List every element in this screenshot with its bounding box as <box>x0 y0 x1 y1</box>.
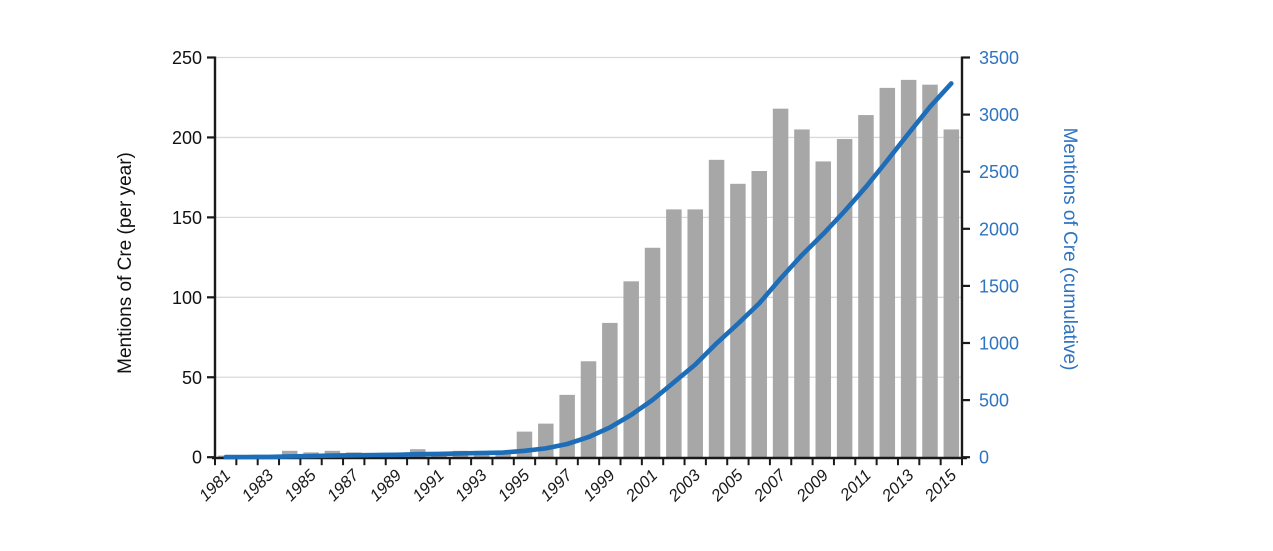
x-axis-tick-label-2013: 2013 <box>878 466 918 506</box>
left-axis-tick-label: 150 <box>172 208 202 228</box>
bar-2011 <box>858 115 874 458</box>
bar-1996 <box>538 423 554 458</box>
x-axis-tick-label-2015: 2015 <box>921 466 961 506</box>
bar-1984 <box>281 450 298 458</box>
x-axis-tick-label-2011: 2011 <box>836 466 875 505</box>
bar-2002 <box>666 209 682 458</box>
bar-2001 <box>644 247 661 458</box>
bar-2012 <box>879 87 896 458</box>
x-axis-tick-label-1987: 1987 <box>324 466 363 505</box>
x-axis-tick-label-1997: 1997 <box>537 466 576 505</box>
right-axis-tick-label: 1000 <box>979 334 1019 354</box>
x-axis-tick-label-1989: 1989 <box>367 466 406 505</box>
right-axis-title: Mentions of Cre (cumulative) <box>1059 128 1080 371</box>
left-axis-tick-label: 100 <box>172 288 202 308</box>
left-axis-tick-label: 50 <box>182 368 202 388</box>
right-axis-tick-label: 500 <box>979 391 1009 411</box>
cumulative-line <box>223 81 954 460</box>
bar-1999 <box>602 322 618 458</box>
axes <box>212 56 967 460</box>
x-axis-tick-label-1995: 1995 <box>495 466 534 505</box>
x-axis-tick-label-1981: 1981 <box>196 466 235 505</box>
bar-2003 <box>687 209 703 458</box>
bar-2013 <box>900 79 917 458</box>
x-axis-tick-label-1985: 1985 <box>281 466 320 505</box>
left-axis-title: Mentions of Cre (per year) <box>115 152 136 374</box>
bar-2004 <box>708 159 725 458</box>
x-axis-tick-label-2009: 2009 <box>793 466 832 505</box>
left-axis-tick-label: 0 <box>192 448 202 468</box>
cumulative-line-path <box>223 81 954 460</box>
right-axis-tick-label: 3000 <box>979 105 1019 125</box>
right-axis-tick-label: 1500 <box>979 276 1019 296</box>
x-axis-tick-label-1999: 1999 <box>580 466 619 505</box>
axis-ticks <box>207 56 970 466</box>
bars-per-year <box>217 79 960 458</box>
x-axis-tick-label-2003: 2003 <box>665 466 705 506</box>
x-axis-tick-label-1991: 1991 <box>409 466 448 505</box>
x-axis-tick-label-2007: 2007 <box>750 466 790 506</box>
x-axis-tick-label-1983: 1983 <box>238 466 277 505</box>
x-axis-tick-label-1993: 1993 <box>452 466 491 505</box>
bar-2008 <box>794 129 810 458</box>
left-axis-tick-label: 200 <box>172 128 202 148</box>
right-axis-tick-label: 2000 <box>979 219 1019 239</box>
x-axis-tick-label-2001: 2001 <box>622 466 661 505</box>
bar-2009 <box>815 161 832 458</box>
right-axis-tick-label: 3500 <box>979 48 1019 68</box>
bar-2007 <box>772 108 789 458</box>
bar-2015 <box>943 129 960 458</box>
bar-2006 <box>751 171 767 458</box>
right-axis-tick-label: 0 <box>979 448 989 468</box>
bar-1998 <box>580 361 597 458</box>
left-axis-tick-label: 250 <box>172 48 202 68</box>
bar-2010 <box>836 139 853 458</box>
x-axis-tick-label-2005: 2005 <box>707 466 747 506</box>
bar-1997 <box>559 394 575 458</box>
bar-2005 <box>730 183 746 458</box>
bar-2014 <box>922 84 938 458</box>
bar-2000 <box>623 281 639 458</box>
right-axis-tick-label: 2500 <box>979 162 1019 182</box>
